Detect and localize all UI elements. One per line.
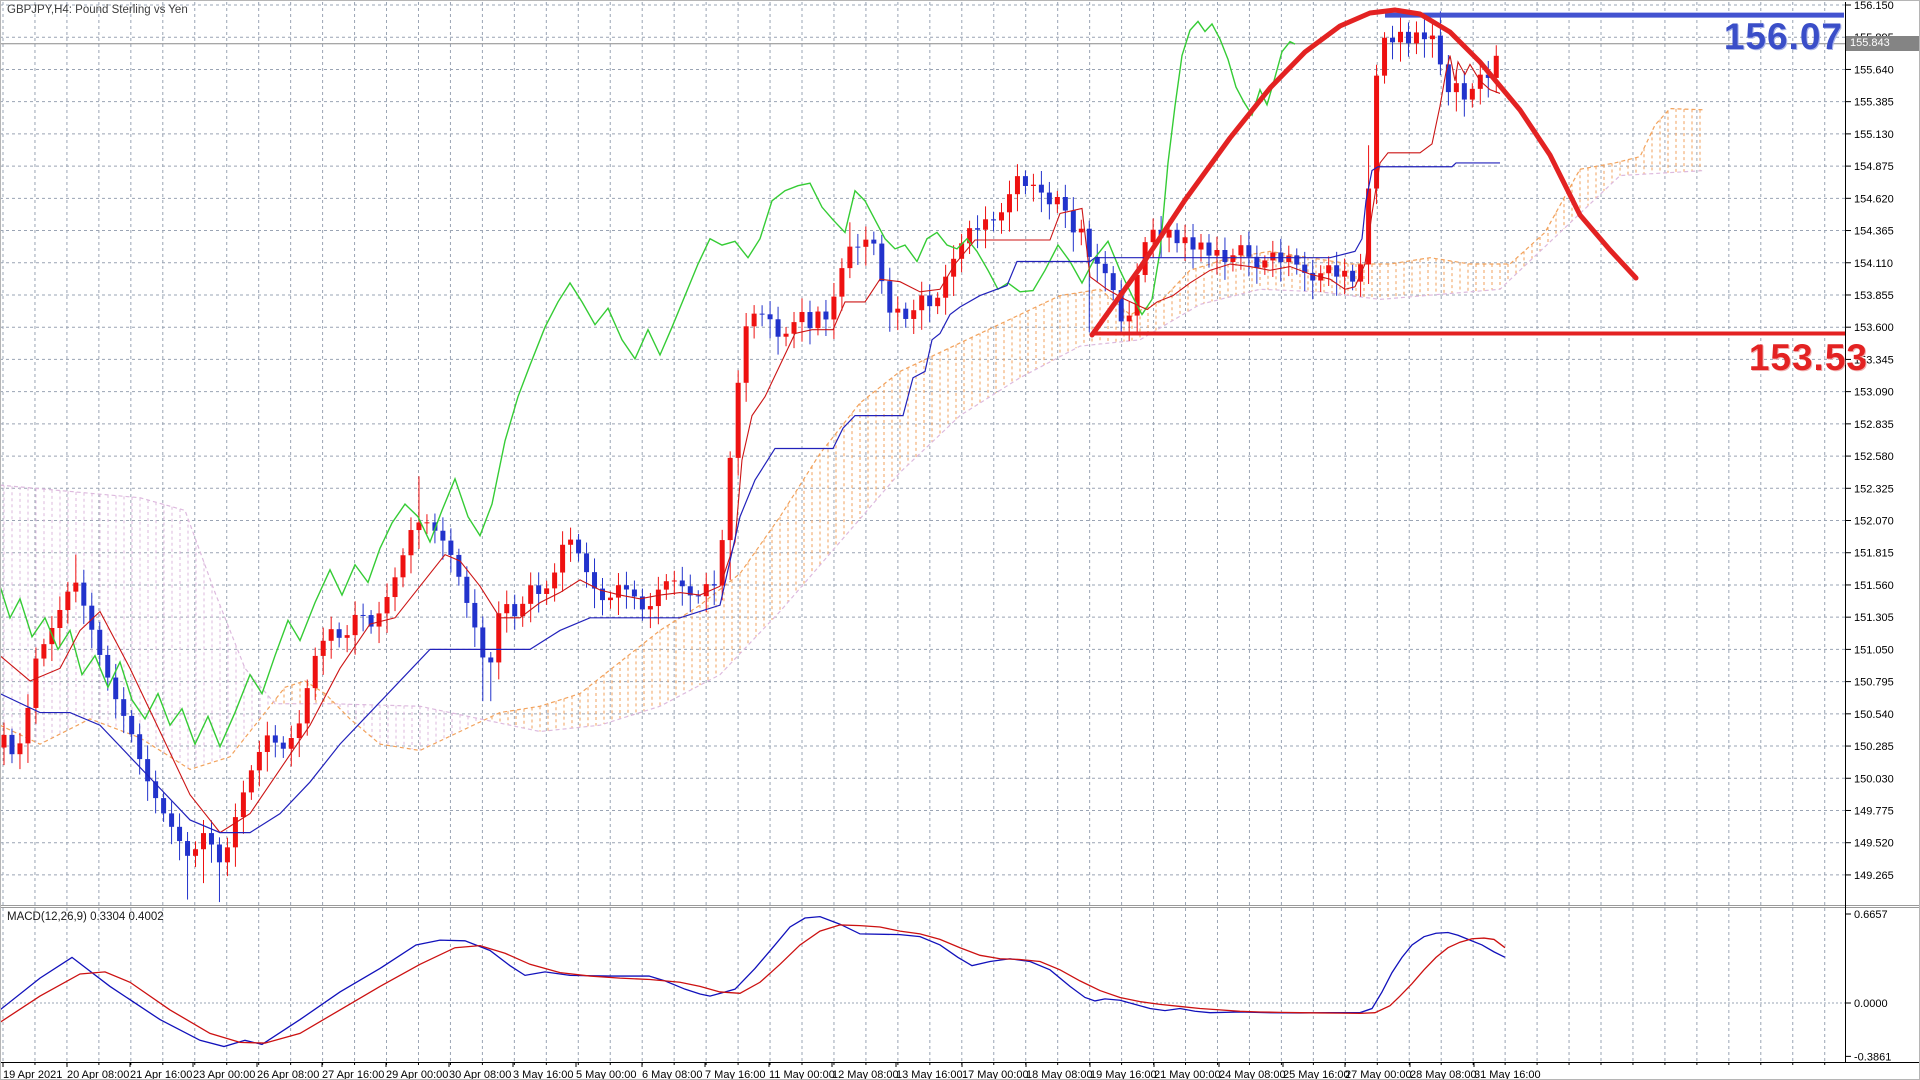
svg-text:154.365: 154.365 (1854, 226, 1894, 238)
svg-text:27 May 00:00: 27 May 00:00 (1345, 1069, 1412, 1080)
svg-text:21 May 00:00: 21 May 00:00 (1154, 1069, 1221, 1080)
annotations (1089, 7, 1845, 338)
svg-text:156.150: 156.150 (1854, 0, 1894, 12)
svg-text:151.305: 151.305 (1854, 612, 1894, 624)
svg-text:155.130: 155.130 (1854, 129, 1894, 141)
svg-text:24 May 08:00: 24 May 08:00 (1219, 1069, 1286, 1080)
chart-title: GBPJPY,H4: Pound Sterling vs Yen (7, 4, 188, 16)
tenkan-line (0, 55, 1501, 834)
svg-text:12 May 08:00: 12 May 08:00 (832, 1069, 899, 1080)
svg-text:151.050: 151.050 (1854, 644, 1894, 656)
macd-indicator-label: MACD(12,26,9) 0.3304 0.4002 (7, 911, 164, 923)
svg-text:20 Apr 08:00: 20 Apr 08:00 (67, 1069, 129, 1080)
svg-text:153.855: 153.855 (1854, 290, 1894, 302)
svg-text:149.265: 149.265 (1854, 870, 1894, 882)
svg-text:29 Apr 00:00: 29 Apr 00:00 (386, 1069, 448, 1080)
svg-text:155.385: 155.385 (1854, 97, 1894, 109)
kijun-line (0, 162, 1500, 834)
svg-text:151.815: 151.815 (1854, 548, 1894, 560)
svg-text:153.090: 153.090 (1854, 387, 1894, 399)
svg-text:31 May 16:00: 31 May 16:00 (1474, 1069, 1541, 1080)
time-axis: 19 Apr 2021 20 Apr 08:00 21 Apr 16:00 23 Ap… (0, 1062, 1920, 1080)
svg-text:154.875: 154.875 (1854, 161, 1894, 173)
svg-text:5 May 00:00: 5 May 00:00 (576, 1069, 637, 1080)
svg-text:150.540: 150.540 (1854, 709, 1894, 721)
svg-text:19 May 16:00: 19 May 16:00 (1090, 1069, 1157, 1080)
svg-text:149.775: 149.775 (1854, 805, 1894, 817)
svg-text:11 May 00:00: 11 May 00:00 (769, 1069, 835, 1080)
svg-text:19 Apr 2021: 19 Apr 2021 (3, 1069, 62, 1080)
svg-text:30 Apr 08:00: 30 Apr 08:00 (449, 1069, 511, 1080)
svg-text:152.580: 152.580 (1854, 451, 1894, 463)
svg-text:6 May 08:00: 6 May 08:00 (642, 1069, 703, 1080)
svg-text:25 May 16:00: 25 May 16:00 (1283, 1069, 1350, 1080)
svg-text:153.345: 153.345 (1854, 354, 1894, 366)
svg-text:155.640: 155.640 (1854, 64, 1894, 76)
svg-text:0.0000: 0.0000 (1854, 998, 1888, 1010)
svg-text:3 May 16:00: 3 May 16:00 (513, 1069, 574, 1080)
svg-text:154.620: 154.620 (1854, 193, 1894, 205)
svg-text:13 May 16:00: 13 May 16:00 (896, 1069, 963, 1080)
macd-panel (0, 905, 1920, 1048)
svg-text:23 Apr 00:00: 23 Apr 00:00 (193, 1069, 255, 1080)
svg-text:150.285: 150.285 (1854, 741, 1894, 753)
svg-text:18 May 08:00: 18 May 08:00 (1026, 1069, 1093, 1080)
svg-text:-0.3861: -0.3861 (1854, 1051, 1891, 1063)
green-overlay-line (0, 20, 1296, 749)
svg-text:152.325: 152.325 (1854, 483, 1894, 495)
svg-text:28 May 08:00: 28 May 08:00 (1410, 1069, 1477, 1080)
svg-text:0.6657: 0.6657 (1854, 909, 1888, 921)
support-price-annotation: 153.53 (1748, 337, 1868, 378)
svg-text:149.520: 149.520 (1854, 838, 1894, 850)
svg-text:152.070: 152.070 (1854, 516, 1894, 528)
svg-text:150.030: 150.030 (1854, 773, 1894, 785)
current-price-badge: 155.843 (1846, 36, 1919, 51)
svg-text:27 Apr 16:00: 27 Apr 16:00 (322, 1069, 384, 1080)
svg-text:7 May 16:00: 7 May 16:00 (705, 1069, 766, 1080)
svg-text:152.835: 152.835 (1854, 419, 1894, 431)
resistance-price-annotation: 156.07 (1723, 16, 1843, 57)
svg-text:153.600: 153.600 (1854, 322, 1894, 334)
svg-text:26 Apr 08:00: 26 Apr 08:00 (257, 1069, 319, 1080)
candles (1, 11, 1499, 903)
svg-text:154.110: 154.110 (1854, 258, 1893, 270)
svg-text:17 May 00:00: 17 May 00:00 (962, 1069, 1029, 1080)
svg-text:21 Apr 16:00: 21 Apr 16:00 (130, 1069, 192, 1080)
svg-text:151.560: 151.560 (1854, 580, 1894, 592)
svg-text:150.795: 150.795 (1854, 677, 1894, 689)
